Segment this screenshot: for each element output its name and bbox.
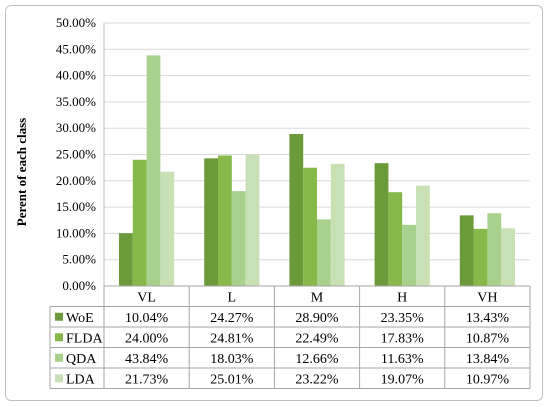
bar-qda-l — [231, 191, 246, 286]
y-axis-label: Perent of each class — [14, 118, 29, 226]
legend-label: WoE — [66, 311, 94, 326]
legend-label: FLDA — [66, 331, 103, 346]
data-label: 23.35% — [381, 311, 425, 326]
bar-flda-h — [388, 192, 403, 286]
bar-lda-l — [245, 154, 260, 286]
bar-flda-l — [218, 155, 232, 286]
bar-flda-vl — [132, 159, 147, 286]
x-tick-label: H — [397, 290, 407, 305]
bar-woe-m — [289, 133, 304, 286]
y-tick-label: 25.00% — [56, 147, 96, 162]
legend-key-woe — [55, 312, 63, 321]
bar-qda-vl — [146, 55, 161, 287]
y-tick-label: 35.00% — [56, 94, 96, 109]
data-label: 21.73% — [125, 372, 169, 387]
legend-key-qda — [55, 353, 63, 362]
data-label: 10.87% — [466, 331, 510, 346]
bar-qda-h — [402, 224, 416, 286]
data-label: 13.43% — [466, 311, 510, 326]
bar-qda-m — [317, 219, 331, 286]
x-tick-label: VL — [137, 290, 156, 305]
data-label: 24.27% — [210, 311, 254, 326]
data-label: 17.83% — [381, 331, 425, 346]
bars — [119, 55, 515, 287]
y-tick-label: 45.00% — [56, 41, 96, 56]
bar-flda-vh — [473, 228, 488, 286]
legend-label: LDA — [66, 372, 96, 387]
data-label: 12.66% — [295, 352, 339, 367]
data-label: 11.63% — [381, 352, 424, 367]
legend-key-flda — [55, 333, 63, 342]
bar-lda-m — [330, 163, 345, 286]
x-tick-label: VH — [477, 290, 497, 305]
y-tick-label: 15.00% — [56, 199, 96, 214]
bar-lda-h — [416, 185, 430, 286]
bar-lda-vl — [160, 171, 175, 286]
legend-key-lda — [55, 374, 63, 383]
data-label: 13.84% — [466, 352, 510, 367]
bar-woe-vh — [459, 215, 474, 286]
data-label: 18.03% — [210, 352, 254, 367]
y-tick-label: 0.00% — [62, 278, 96, 293]
data-table: VL L M H VH WoE 10.04% 24.27% 28.90% 23.35% 13.43%… — [49, 285, 531, 389]
y-tick-label: 20.00% — [56, 173, 96, 188]
data-label: 19.07% — [381, 372, 425, 387]
x-tick-label: M — [311, 290, 324, 305]
data-label: 10.97% — [466, 372, 510, 387]
bar-woe-vl — [119, 233, 133, 286]
bar-woe-l — [204, 158, 218, 286]
bar-lda-vh — [501, 228, 515, 286]
legend-label: QDA — [66, 352, 97, 367]
data-label: 23.22% — [295, 372, 339, 387]
y-axis-ticks: 0.00% 5.00% 10.00% 15.00% 20.00% 25.00% 30.00%… — [56, 15, 96, 293]
data-label: 24.81% — [210, 331, 254, 346]
data-label: 24.00% — [125, 331, 169, 346]
data-label: 10.04% — [125, 311, 169, 326]
bar-qda-vh — [487, 213, 502, 286]
data-label: 25.01% — [210, 372, 254, 387]
y-tick-label: 5.00% — [62, 252, 96, 267]
bar-woe-h — [374, 163, 389, 286]
x-tick-label: L — [228, 290, 237, 305]
y-tick-label: 30.00% — [56, 120, 96, 135]
data-label: 43.84% — [125, 352, 169, 367]
y-tick-label: 10.00% — [56, 225, 96, 240]
bar-flda-m — [303, 167, 317, 286]
data-label: 28.90% — [295, 311, 339, 326]
data-label: 22.49% — [295, 331, 339, 346]
y-tick-label: 50.00% — [56, 15, 96, 30]
y-tick-label: 40.00% — [56, 68, 96, 83]
